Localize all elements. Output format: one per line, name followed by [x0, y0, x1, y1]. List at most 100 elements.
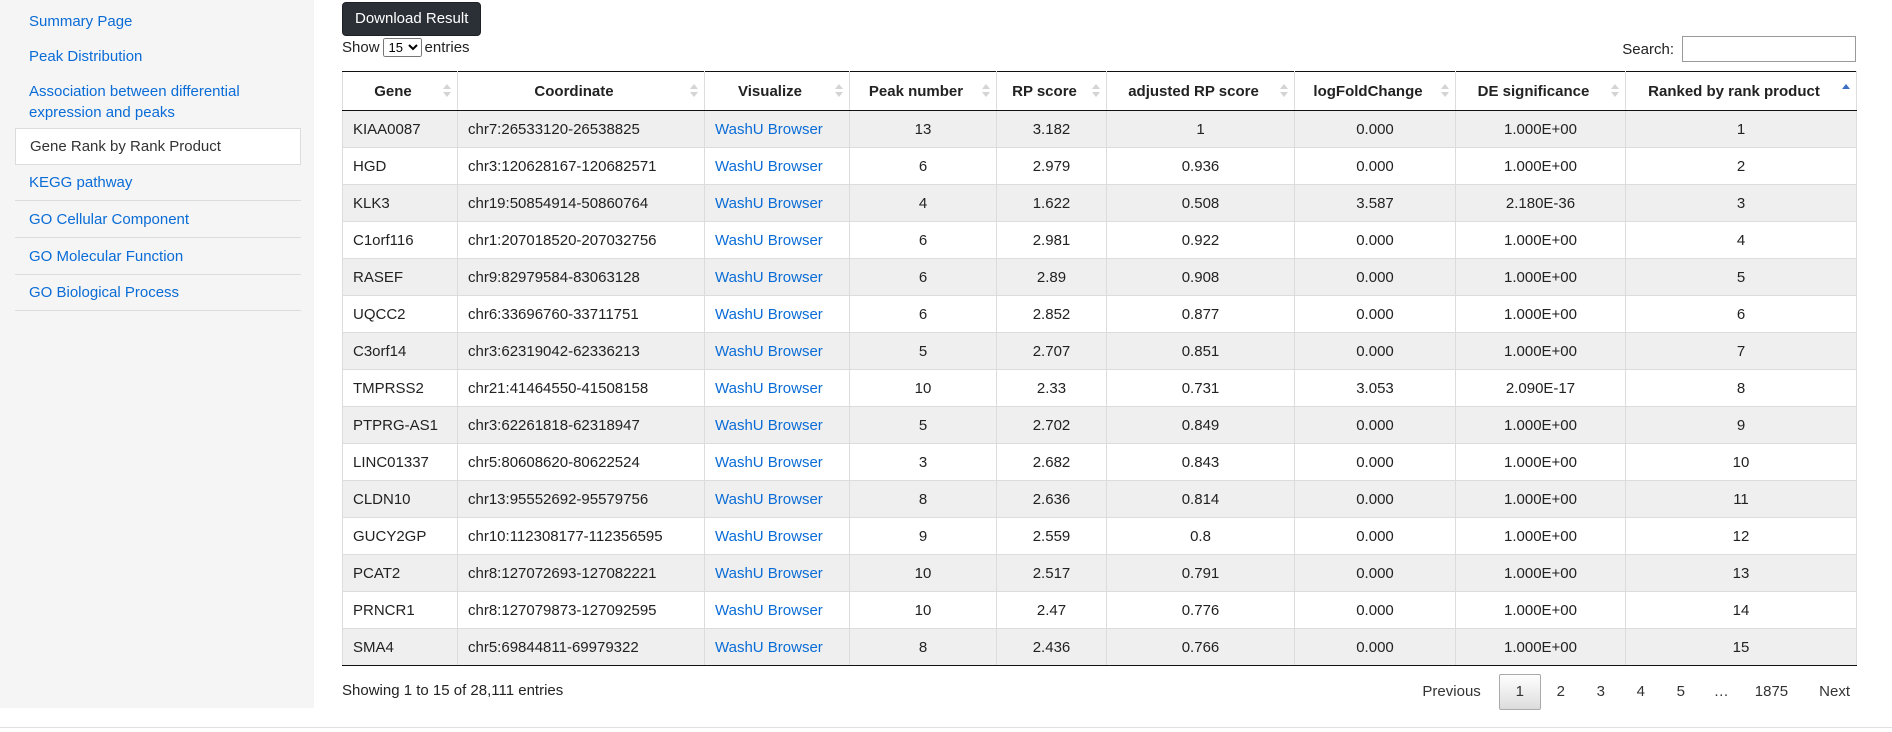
cell-visualize: WashU Browser	[704, 258, 850, 296]
sidebar-link[interactable]: GO Biological Process	[29, 284, 180, 301]
pagination: Previous 1 2 3 4 5 … 1875 Next	[1416, 674, 1856, 710]
cell-peak-number: 9	[849, 517, 997, 555]
washu-browser-link[interactable]: WashU Browser	[715, 194, 823, 212]
column-header-peak-number[interactable]: Peak number	[849, 71, 997, 111]
sidebar-link[interactable]: Summary Page	[29, 12, 133, 30]
sidebar-item-gene-rank[interactable]: Gene Rank by Rank Product	[15, 128, 301, 165]
entries-length-control: Show 15 entries	[342, 38, 470, 57]
cell-coordinate: chr6:33696760-33711751	[457, 295, 705, 333]
cell-adjusted-rp-score: 0.849	[1106, 406, 1295, 444]
cell-peak-number: 6	[849, 147, 997, 185]
cell-peak-number: 13	[849, 110, 997, 148]
table-row: CLDN10 chr13:95552692-95579756 WashU Brows…	[342, 480, 1857, 518]
washu-browser-link[interactable]: WashU Browser	[715, 564, 823, 582]
cell-rank: 1	[1625, 110, 1857, 148]
column-header-rp-score[interactable]: RP score	[996, 71, 1107, 111]
cell-adjusted-rp-score: 0.776	[1106, 591, 1295, 629]
washu-browser-link[interactable]: WashU Browser	[715, 268, 823, 286]
cell-rp-score: 2.517	[996, 554, 1107, 592]
sidebar-item-go-cellular-component[interactable]: GO Cellular Component	[15, 201, 301, 238]
search-control: Search:	[1622, 36, 1856, 62]
sidebar-item-go-biological-process[interactable]: GO Biological Process	[15, 275, 301, 311]
cell-visualize: WashU Browser	[704, 295, 850, 333]
column-header-label: Gene	[374, 82, 412, 100]
sort-icon	[443, 83, 451, 99]
washu-browser-link[interactable]: WashU Browser	[715, 638, 823, 656]
column-header-logfoldchange[interactable]: logFoldChange	[1294, 71, 1456, 111]
cell-gene: HGD	[342, 147, 458, 185]
washu-browser-link[interactable]: WashU Browser	[715, 379, 823, 397]
sidebar-link[interactable]: GO Cellular Component	[29, 210, 190, 228]
table-row: PRNCR1 chr8:127079873-127092595 WashU Brow…	[342, 591, 1857, 629]
sidebar-link[interactable]: Association between differential express…	[29, 82, 240, 121]
pagination-page[interactable]: 3	[1596, 683, 1605, 700]
sidebar-link[interactable]: GO Molecular Function	[29, 247, 184, 265]
cell-logfoldchange: 0.000	[1294, 628, 1456, 666]
washu-browser-link[interactable]: WashU Browser	[715, 157, 823, 175]
cell-visualize: WashU Browser	[704, 591, 850, 629]
cell-peak-number: 8	[849, 480, 997, 518]
table-row: C1orf116 chr1:207018520-207032756 WashU Br…	[342, 221, 1857, 259]
cell-visualize: WashU Browser	[704, 406, 850, 444]
pagination-page[interactable]: 5	[1676, 683, 1685, 700]
sidebar: Summary Page Peak Distribution Associati…	[0, 0, 314, 708]
cell-adjusted-rp-score: 0.8	[1106, 517, 1295, 555]
washu-browser-link[interactable]: WashU Browser	[715, 601, 823, 619]
column-header-coordinate[interactable]: Coordinate	[457, 71, 705, 111]
column-header-ranked-by-rank-product[interactable]: Ranked by rank product	[1625, 71, 1857, 111]
cell-logfoldchange: 0.000	[1294, 221, 1456, 259]
cell-visualize: WashU Browser	[704, 184, 850, 222]
cell-rp-score: 1.622	[996, 184, 1107, 222]
column-header-visualize[interactable]: Visualize	[704, 71, 850, 111]
entries-per-page-select[interactable]: 15	[382, 38, 422, 57]
pagination-ellipsis: …	[1713, 683, 1729, 700]
cell-rp-score: 2.702	[996, 406, 1107, 444]
washu-browser-link[interactable]: WashU Browser	[715, 527, 823, 545]
sidebar-link[interactable]: Peak Distribution	[29, 47, 143, 65]
cell-rp-score: 2.852	[996, 295, 1107, 333]
sidebar-item-kegg-pathway[interactable]: KEGG pathway	[15, 165, 301, 201]
washu-browser-link[interactable]: WashU Browser	[715, 490, 823, 508]
sidebar-item-summary-page[interactable]: Summary Page	[15, 5, 301, 37]
cell-de-significance: 1.000E+00	[1455, 295, 1626, 333]
column-header-label: DE significance	[1477, 82, 1590, 100]
sidebar-item-peak-distribution[interactable]: Peak Distribution	[15, 37, 301, 75]
washu-browser-link[interactable]: WashU Browser	[715, 416, 823, 434]
table-row: KLK3 chr19:50854914-50860764 WashU Browser…	[342, 184, 1857, 222]
sidebar-item-association[interactable]: Association between differential express…	[15, 75, 301, 128]
washu-browser-link[interactable]: WashU Browser	[715, 305, 823, 323]
table-row: C3orf14 chr3:62319042-62336213 WashU Brows…	[342, 332, 1857, 370]
column-header-adjusted-rp-score[interactable]: adjusted RP score	[1106, 71, 1295, 111]
washu-browser-link[interactable]: WashU Browser	[715, 231, 823, 249]
sidebar-link[interactable]: KEGG pathway	[29, 174, 133, 191]
column-header-gene[interactable]: Gene	[342, 71, 458, 111]
cell-coordinate: chr5:80608620-80622524	[457, 443, 705, 481]
washu-browser-link[interactable]: WashU Browser	[715, 453, 823, 471]
pagination-previous[interactable]: Previous	[1422, 683, 1481, 700]
sidebar-link-active: Gene Rank by Rank Product	[30, 138, 221, 155]
sidebar-item-go-molecular-function[interactable]: GO Molecular Function	[15, 238, 301, 275]
cell-coordinate: chr8:127072693-127082221	[457, 554, 705, 592]
cell-coordinate: chr19:50854914-50860764	[457, 184, 705, 222]
column-header-de-significance[interactable]: DE significance	[1455, 71, 1626, 111]
pagination-page[interactable]: 1875	[1754, 683, 1789, 700]
cell-peak-number: 10	[849, 369, 997, 407]
cell-logfoldchange: 0.000	[1294, 517, 1456, 555]
search-input[interactable]	[1682, 36, 1856, 62]
washu-browser-link[interactable]: WashU Browser	[715, 120, 823, 138]
pagination-page[interactable]: 1	[1498, 674, 1541, 710]
pagination-page[interactable]: 2	[1556, 683, 1565, 700]
table-row: PTPRG-AS1 chr3:62261818-62318947 WashU Bro…	[342, 406, 1857, 444]
washu-browser-link[interactable]: WashU Browser	[715, 342, 823, 360]
cell-adjusted-rp-score: 0.791	[1106, 554, 1295, 592]
cell-rank: 8	[1625, 369, 1857, 407]
cell-gene: GUCY2GP	[342, 517, 458, 555]
sort-icon	[835, 83, 843, 99]
cell-adjusted-rp-score: 0.766	[1106, 628, 1295, 666]
pagination-next[interactable]: Next	[1819, 683, 1850, 700]
column-header-label: adjusted RP score	[1128, 82, 1259, 100]
cell-logfoldchange: 0.000	[1294, 295, 1456, 333]
download-result-button[interactable]: Download Result	[342, 2, 482, 36]
pagination-page[interactable]: 4	[1636, 683, 1645, 700]
cell-rank: 5	[1625, 258, 1857, 296]
